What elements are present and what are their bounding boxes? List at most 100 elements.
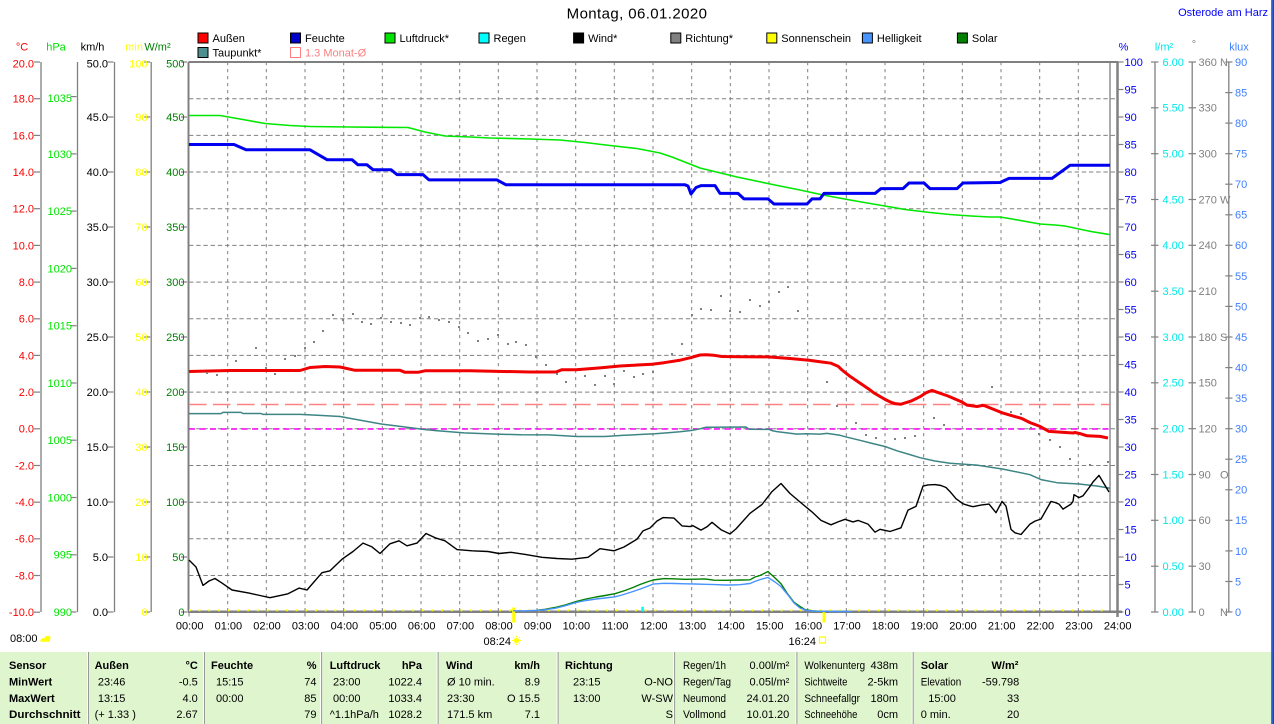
- svg-text:02:00: 02:00: [253, 621, 281, 633]
- svg-text:Wolkenunterg: Wolkenunterg: [804, 660, 865, 672]
- svg-text:100: 100: [166, 497, 184, 509]
- svg-text:20: 20: [1125, 497, 1137, 509]
- svg-text:20: 20: [135, 497, 147, 509]
- svg-text:14.0: 14.0: [13, 167, 34, 179]
- svg-text:Regen: Regen: [494, 33, 526, 45]
- svg-text:20.0: 20.0: [13, 58, 34, 70]
- svg-text:65: 65: [1235, 210, 1247, 222]
- svg-text:180m: 180m: [870, 693, 898, 705]
- svg-text:75: 75: [1125, 194, 1137, 206]
- svg-text:1033.4: 1033.4: [388, 693, 422, 705]
- svg-text:01:00: 01:00: [215, 621, 243, 633]
- svg-text:Außen: Außen: [213, 33, 245, 45]
- svg-text:95: 95: [1125, 84, 1137, 96]
- svg-text:90: 90: [1125, 112, 1137, 124]
- svg-text:15: 15: [1125, 524, 1137, 536]
- svg-text:15:00: 15:00: [756, 621, 784, 633]
- svg-text:60: 60: [1235, 240, 1247, 252]
- svg-text:5: 5: [1125, 579, 1131, 591]
- svg-text:18:00: 18:00: [872, 621, 900, 633]
- svg-text:2.00: 2.00: [1163, 424, 1184, 436]
- svg-text:3.00: 3.00: [1163, 332, 1184, 344]
- svg-text:07:00: 07:00: [447, 621, 475, 633]
- svg-text:30: 30: [1235, 424, 1247, 436]
- svg-text:hPa: hPa: [46, 42, 66, 54]
- svg-text:0 min.: 0 min.: [921, 709, 951, 721]
- svg-text:Solar: Solar: [972, 33, 998, 45]
- svg-text:85: 85: [304, 693, 316, 705]
- svg-text:0: 0: [178, 607, 184, 619]
- svg-text:270: 270: [1199, 194, 1217, 206]
- svg-text:5: 5: [1235, 576, 1241, 588]
- svg-text:W-SW: W-SW: [641, 693, 673, 705]
- svg-text:14:00: 14:00: [717, 621, 745, 633]
- svg-text:16:24: 16:24: [788, 636, 816, 648]
- svg-text:60: 60: [1199, 515, 1211, 527]
- svg-text:990: 990: [54, 607, 72, 619]
- svg-text:%: %: [307, 660, 317, 672]
- svg-text:-10.0: -10.0: [9, 607, 34, 619]
- svg-text:23:30: 23:30: [447, 693, 475, 705]
- svg-text:7.1: 7.1: [525, 709, 540, 721]
- svg-text:90: 90: [1199, 469, 1211, 481]
- svg-text:00:00: 00:00: [176, 621, 204, 633]
- svg-text:24.01.20: 24.01.20: [746, 693, 789, 705]
- svg-text:08:24: 08:24: [483, 636, 511, 648]
- svg-text:50: 50: [1125, 332, 1137, 344]
- svg-text:150: 150: [1199, 378, 1217, 390]
- svg-text:20:00: 20:00: [949, 621, 977, 633]
- svg-text:1035: 1035: [48, 93, 72, 105]
- svg-text:23:15: 23:15: [573, 677, 601, 689]
- svg-text:°C: °C: [185, 660, 197, 672]
- svg-text:Taupunkt*: Taupunkt*: [213, 48, 263, 60]
- svg-text:Richtung*: Richtung*: [685, 33, 733, 45]
- svg-text:°: °: [1192, 39, 1196, 51]
- svg-text:45: 45: [1235, 332, 1247, 344]
- svg-text:210: 210: [1199, 286, 1217, 298]
- svg-text:50.0: 50.0: [87, 58, 108, 70]
- svg-text:85: 85: [1235, 88, 1247, 100]
- svg-text:80: 80: [1125, 167, 1137, 179]
- svg-text:10.0: 10.0: [13, 240, 34, 252]
- svg-text:S: S: [666, 709, 673, 721]
- svg-text:Sichtweite: Sichtweite: [804, 677, 847, 689]
- svg-text:1015: 1015: [48, 321, 72, 333]
- svg-text:35.0: 35.0: [87, 222, 108, 234]
- svg-text:500: 500: [166, 58, 184, 70]
- svg-text:75: 75: [1235, 149, 1247, 161]
- svg-text:Luftdruck: Luftdruck: [330, 660, 382, 672]
- svg-text:0.50: 0.50: [1163, 561, 1184, 573]
- svg-text:N: N: [1220, 57, 1228, 69]
- svg-text:100: 100: [1125, 57, 1143, 69]
- svg-text:(+ 1.33 ): (+ 1.33 ): [95, 709, 136, 721]
- svg-text:1025: 1025: [48, 206, 72, 218]
- svg-text:0.0: 0.0: [19, 424, 34, 436]
- svg-text:13:00: 13:00: [573, 693, 601, 705]
- svg-text:2-5km: 2-5km: [867, 677, 898, 689]
- svg-text:4.00: 4.00: [1163, 240, 1184, 252]
- svg-text:12:00: 12:00: [640, 621, 668, 633]
- svg-text:45: 45: [1125, 359, 1137, 371]
- svg-text:O-NO: O-NO: [644, 677, 673, 689]
- svg-text:11:00: 11:00: [602, 621, 629, 633]
- svg-text:0.05l/m²: 0.05l/m²: [750, 677, 790, 689]
- svg-text:60: 60: [1125, 277, 1137, 289]
- svg-text:20.0: 20.0: [87, 387, 108, 399]
- svg-text:60: 60: [135, 277, 147, 289]
- svg-text:240: 240: [1199, 240, 1217, 252]
- svg-text:70: 70: [1235, 179, 1247, 191]
- svg-text:24:00: 24:00: [1104, 621, 1132, 633]
- svg-text:03:00: 03:00: [292, 621, 320, 633]
- svg-text:16.0: 16.0: [13, 130, 34, 142]
- svg-text:12.0: 12.0: [13, 204, 34, 216]
- svg-text:08:00: 08:00: [485, 621, 513, 633]
- svg-text:10: 10: [1125, 552, 1137, 564]
- svg-text:Feuchte: Feuchte: [305, 33, 345, 45]
- svg-text:25.0: 25.0: [87, 332, 108, 344]
- svg-text:10: 10: [135, 552, 147, 564]
- svg-text:2.50: 2.50: [1163, 378, 1184, 390]
- svg-text:1000: 1000: [48, 492, 72, 504]
- svg-text:85: 85: [1125, 139, 1137, 151]
- svg-text:0: 0: [1125, 607, 1131, 619]
- svg-text:06:00: 06:00: [408, 621, 436, 633]
